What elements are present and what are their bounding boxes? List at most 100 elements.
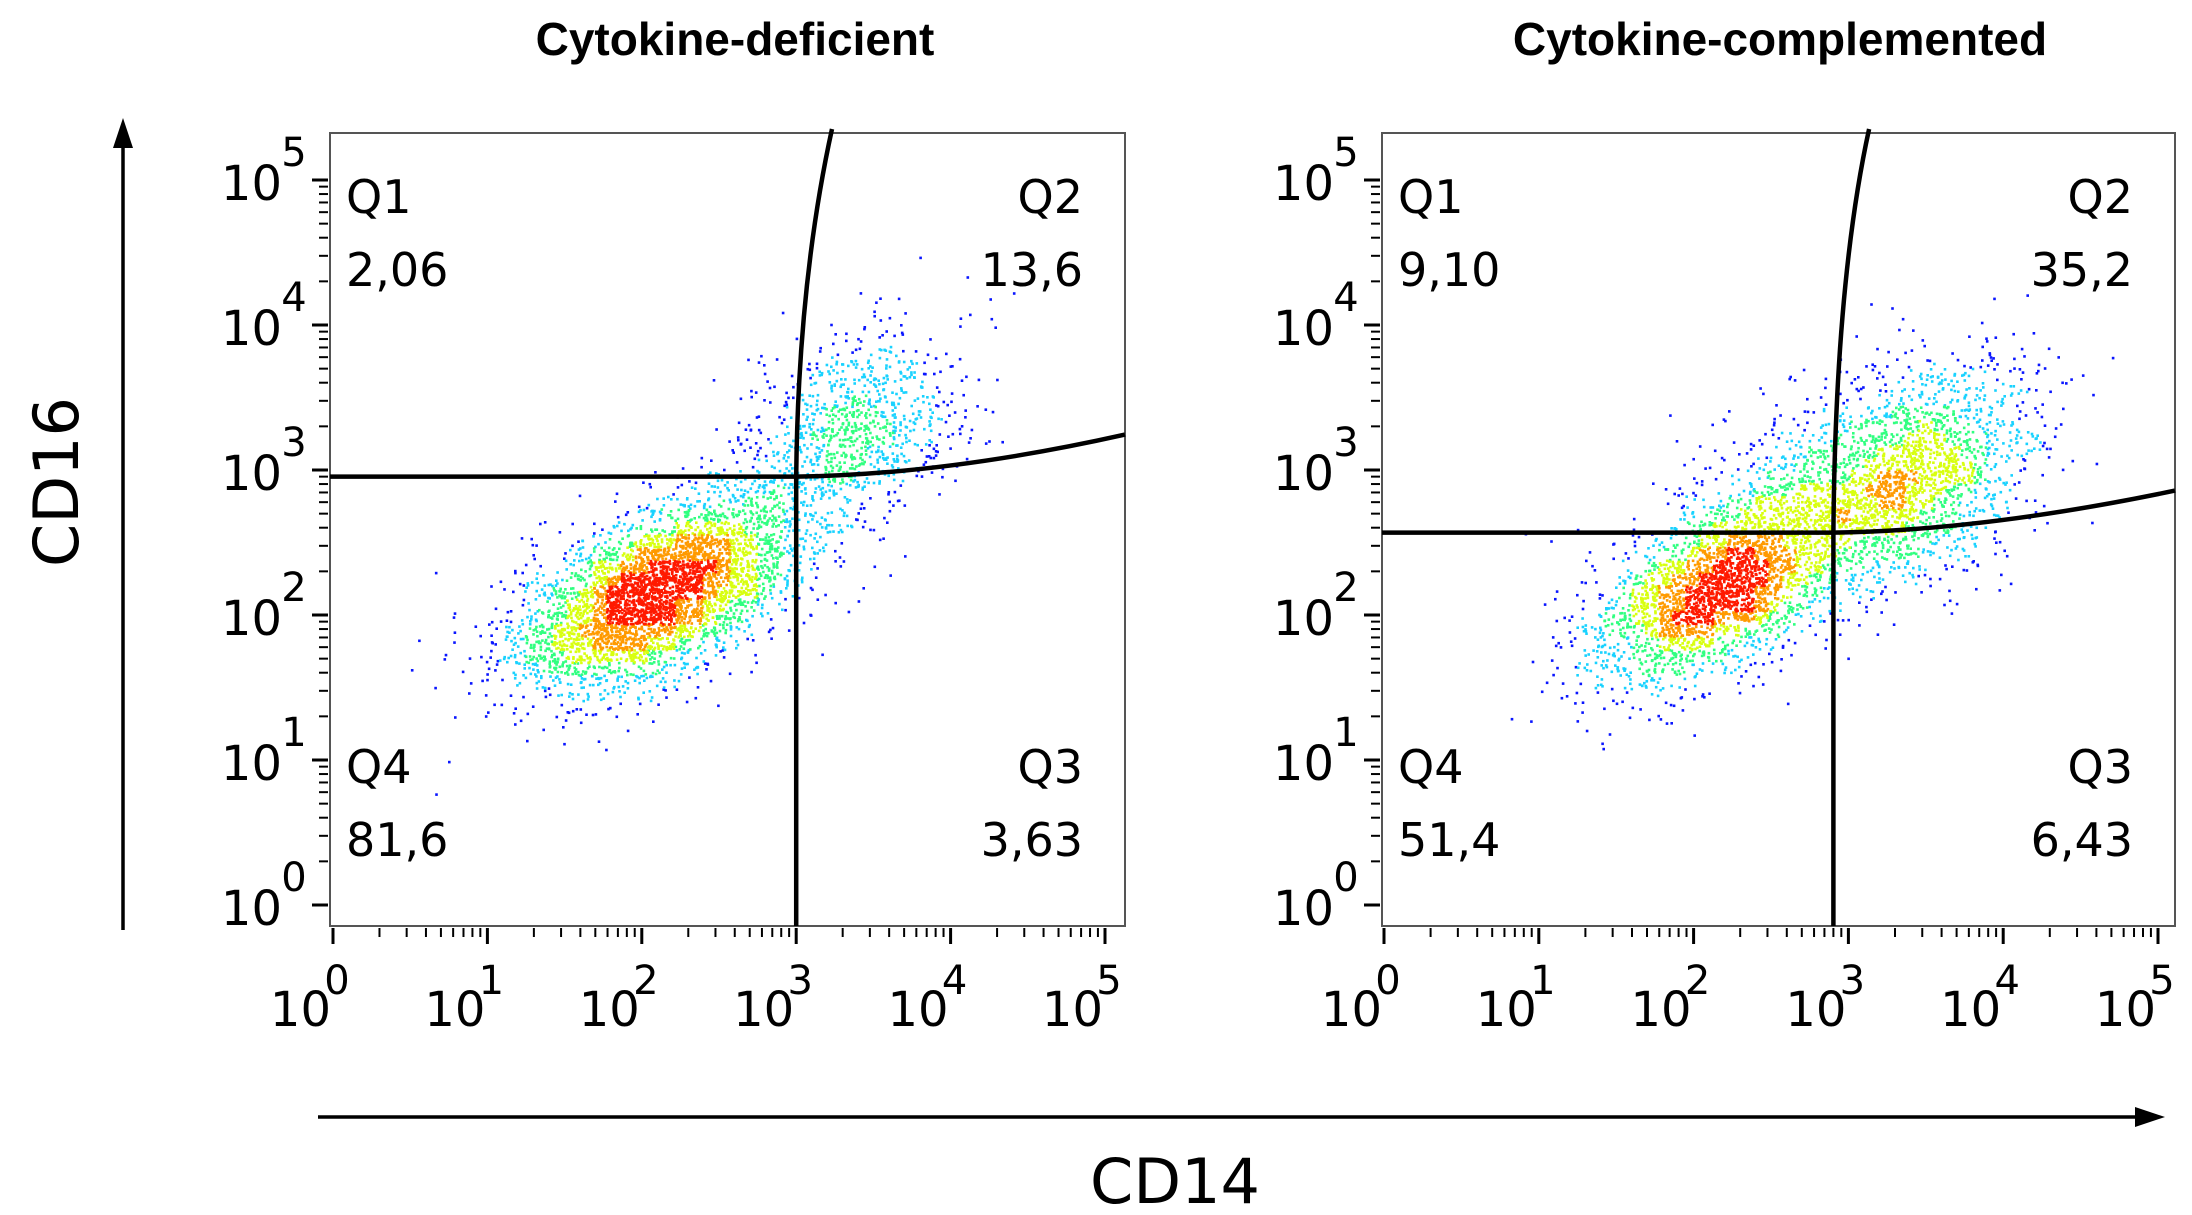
scatter-point bbox=[937, 417, 940, 421]
scatter-point bbox=[629, 567, 633, 570]
scatter-point bbox=[567, 668, 570, 671]
scatter-point bbox=[682, 536, 686, 539]
scatter-point bbox=[682, 551, 686, 555]
scatter-point bbox=[718, 563, 721, 566]
scatter-point bbox=[410, 669, 414, 672]
scatter-point bbox=[582, 600, 585, 604]
scatter-point bbox=[619, 702, 622, 706]
scatter-point bbox=[679, 553, 682, 557]
scatter-point bbox=[578, 605, 581, 608]
scatter-point bbox=[599, 645, 602, 649]
scatter-point bbox=[493, 703, 496, 707]
scatter-point bbox=[532, 646, 535, 650]
scatter-point bbox=[696, 665, 699, 669]
scatter-point bbox=[700, 606, 704, 610]
scatter-point bbox=[783, 526, 787, 529]
scatter-point bbox=[877, 379, 880, 382]
scatter-point bbox=[617, 588, 620, 591]
scatter-point bbox=[572, 656, 575, 659]
scatter-point bbox=[671, 645, 675, 649]
scatter-point bbox=[607, 551, 611, 555]
scatter-point bbox=[655, 636, 659, 639]
scatter-point bbox=[684, 553, 688, 556]
scatter-point bbox=[750, 501, 753, 504]
scatter-point bbox=[512, 590, 515, 594]
scatter-point bbox=[832, 342, 835, 346]
scatter-point bbox=[645, 659, 648, 663]
scatter-point bbox=[621, 628, 625, 632]
scatter-point bbox=[930, 440, 933, 444]
scatter-point bbox=[767, 569, 771, 572]
scatter-point bbox=[688, 571, 692, 574]
scatter-point bbox=[788, 444, 792, 447]
scatter-point bbox=[802, 413, 805, 416]
scatter-point bbox=[650, 515, 653, 519]
scatter-point bbox=[757, 428, 761, 432]
scatter-point bbox=[753, 596, 757, 599]
scatter-point bbox=[550, 617, 554, 620]
scatter-point bbox=[616, 606, 620, 609]
scatter-point bbox=[826, 531, 830, 534]
scatter-point bbox=[697, 570, 700, 573]
scatter-point bbox=[835, 360, 839, 364]
scatter-point bbox=[715, 614, 719, 618]
scatter-point bbox=[706, 520, 710, 524]
scatter-point bbox=[616, 609, 620, 612]
scatter-point bbox=[574, 627, 578, 630]
scatter-point bbox=[586, 637, 590, 641]
scatter-point bbox=[664, 560, 668, 564]
scatter-point bbox=[717, 573, 720, 576]
scatter-point bbox=[744, 542, 747, 546]
scatter-point bbox=[656, 539, 659, 543]
scatter-point bbox=[563, 628, 567, 632]
scatter-point bbox=[751, 465, 755, 469]
scatter-point bbox=[661, 677, 665, 680]
scatter-point bbox=[608, 562, 612, 566]
scatter-point bbox=[630, 619, 633, 623]
scatter-point bbox=[624, 659, 628, 663]
scatter-point bbox=[590, 561, 594, 564]
scatter-point bbox=[596, 655, 599, 659]
scatter-point bbox=[850, 453, 853, 457]
scatter-point bbox=[658, 600, 661, 604]
scatter-point bbox=[785, 509, 789, 513]
scatter-point bbox=[816, 399, 819, 403]
scatter-point bbox=[673, 526, 676, 529]
scatter-point bbox=[851, 440, 854, 443]
scatter-point bbox=[651, 550, 654, 553]
scatter-point bbox=[764, 454, 768, 458]
scatter-point bbox=[853, 421, 857, 425]
scatter-point bbox=[896, 454, 899, 458]
scatter-point bbox=[850, 525, 854, 529]
scatter-point bbox=[753, 568, 756, 572]
scatter-point bbox=[738, 547, 741, 550]
scatter-point bbox=[524, 563, 528, 567]
scatter-point bbox=[834, 601, 837, 605]
scatter-point bbox=[885, 400, 889, 404]
scatter-point bbox=[662, 551, 666, 554]
scatter-point bbox=[809, 376, 812, 380]
scatter-point bbox=[553, 643, 556, 647]
scatter-point bbox=[743, 530, 747, 534]
scatter-point bbox=[682, 601, 686, 604]
scatter-point bbox=[787, 492, 790, 496]
scatter-point bbox=[785, 405, 789, 409]
scatter-point bbox=[629, 575, 632, 579]
scatter-point bbox=[828, 496, 831, 500]
scatter-point bbox=[913, 422, 917, 426]
scatter-point bbox=[571, 709, 575, 713]
scatter-point bbox=[827, 370, 830, 373]
scatter-point bbox=[719, 576, 723, 579]
scatter-point bbox=[588, 656, 592, 659]
scatter-point bbox=[637, 619, 641, 622]
scatter-point bbox=[668, 645, 672, 648]
scatter-point bbox=[799, 427, 802, 430]
scatter-point bbox=[773, 517, 776, 520]
scatter-point bbox=[725, 563, 729, 566]
scatter-point bbox=[599, 634, 603, 638]
scatter-point bbox=[640, 627, 644, 631]
scatter-point bbox=[898, 499, 901, 502]
scatter-point bbox=[562, 726, 565, 729]
scatter-point bbox=[690, 486, 694, 489]
scatter-point bbox=[588, 683, 592, 687]
